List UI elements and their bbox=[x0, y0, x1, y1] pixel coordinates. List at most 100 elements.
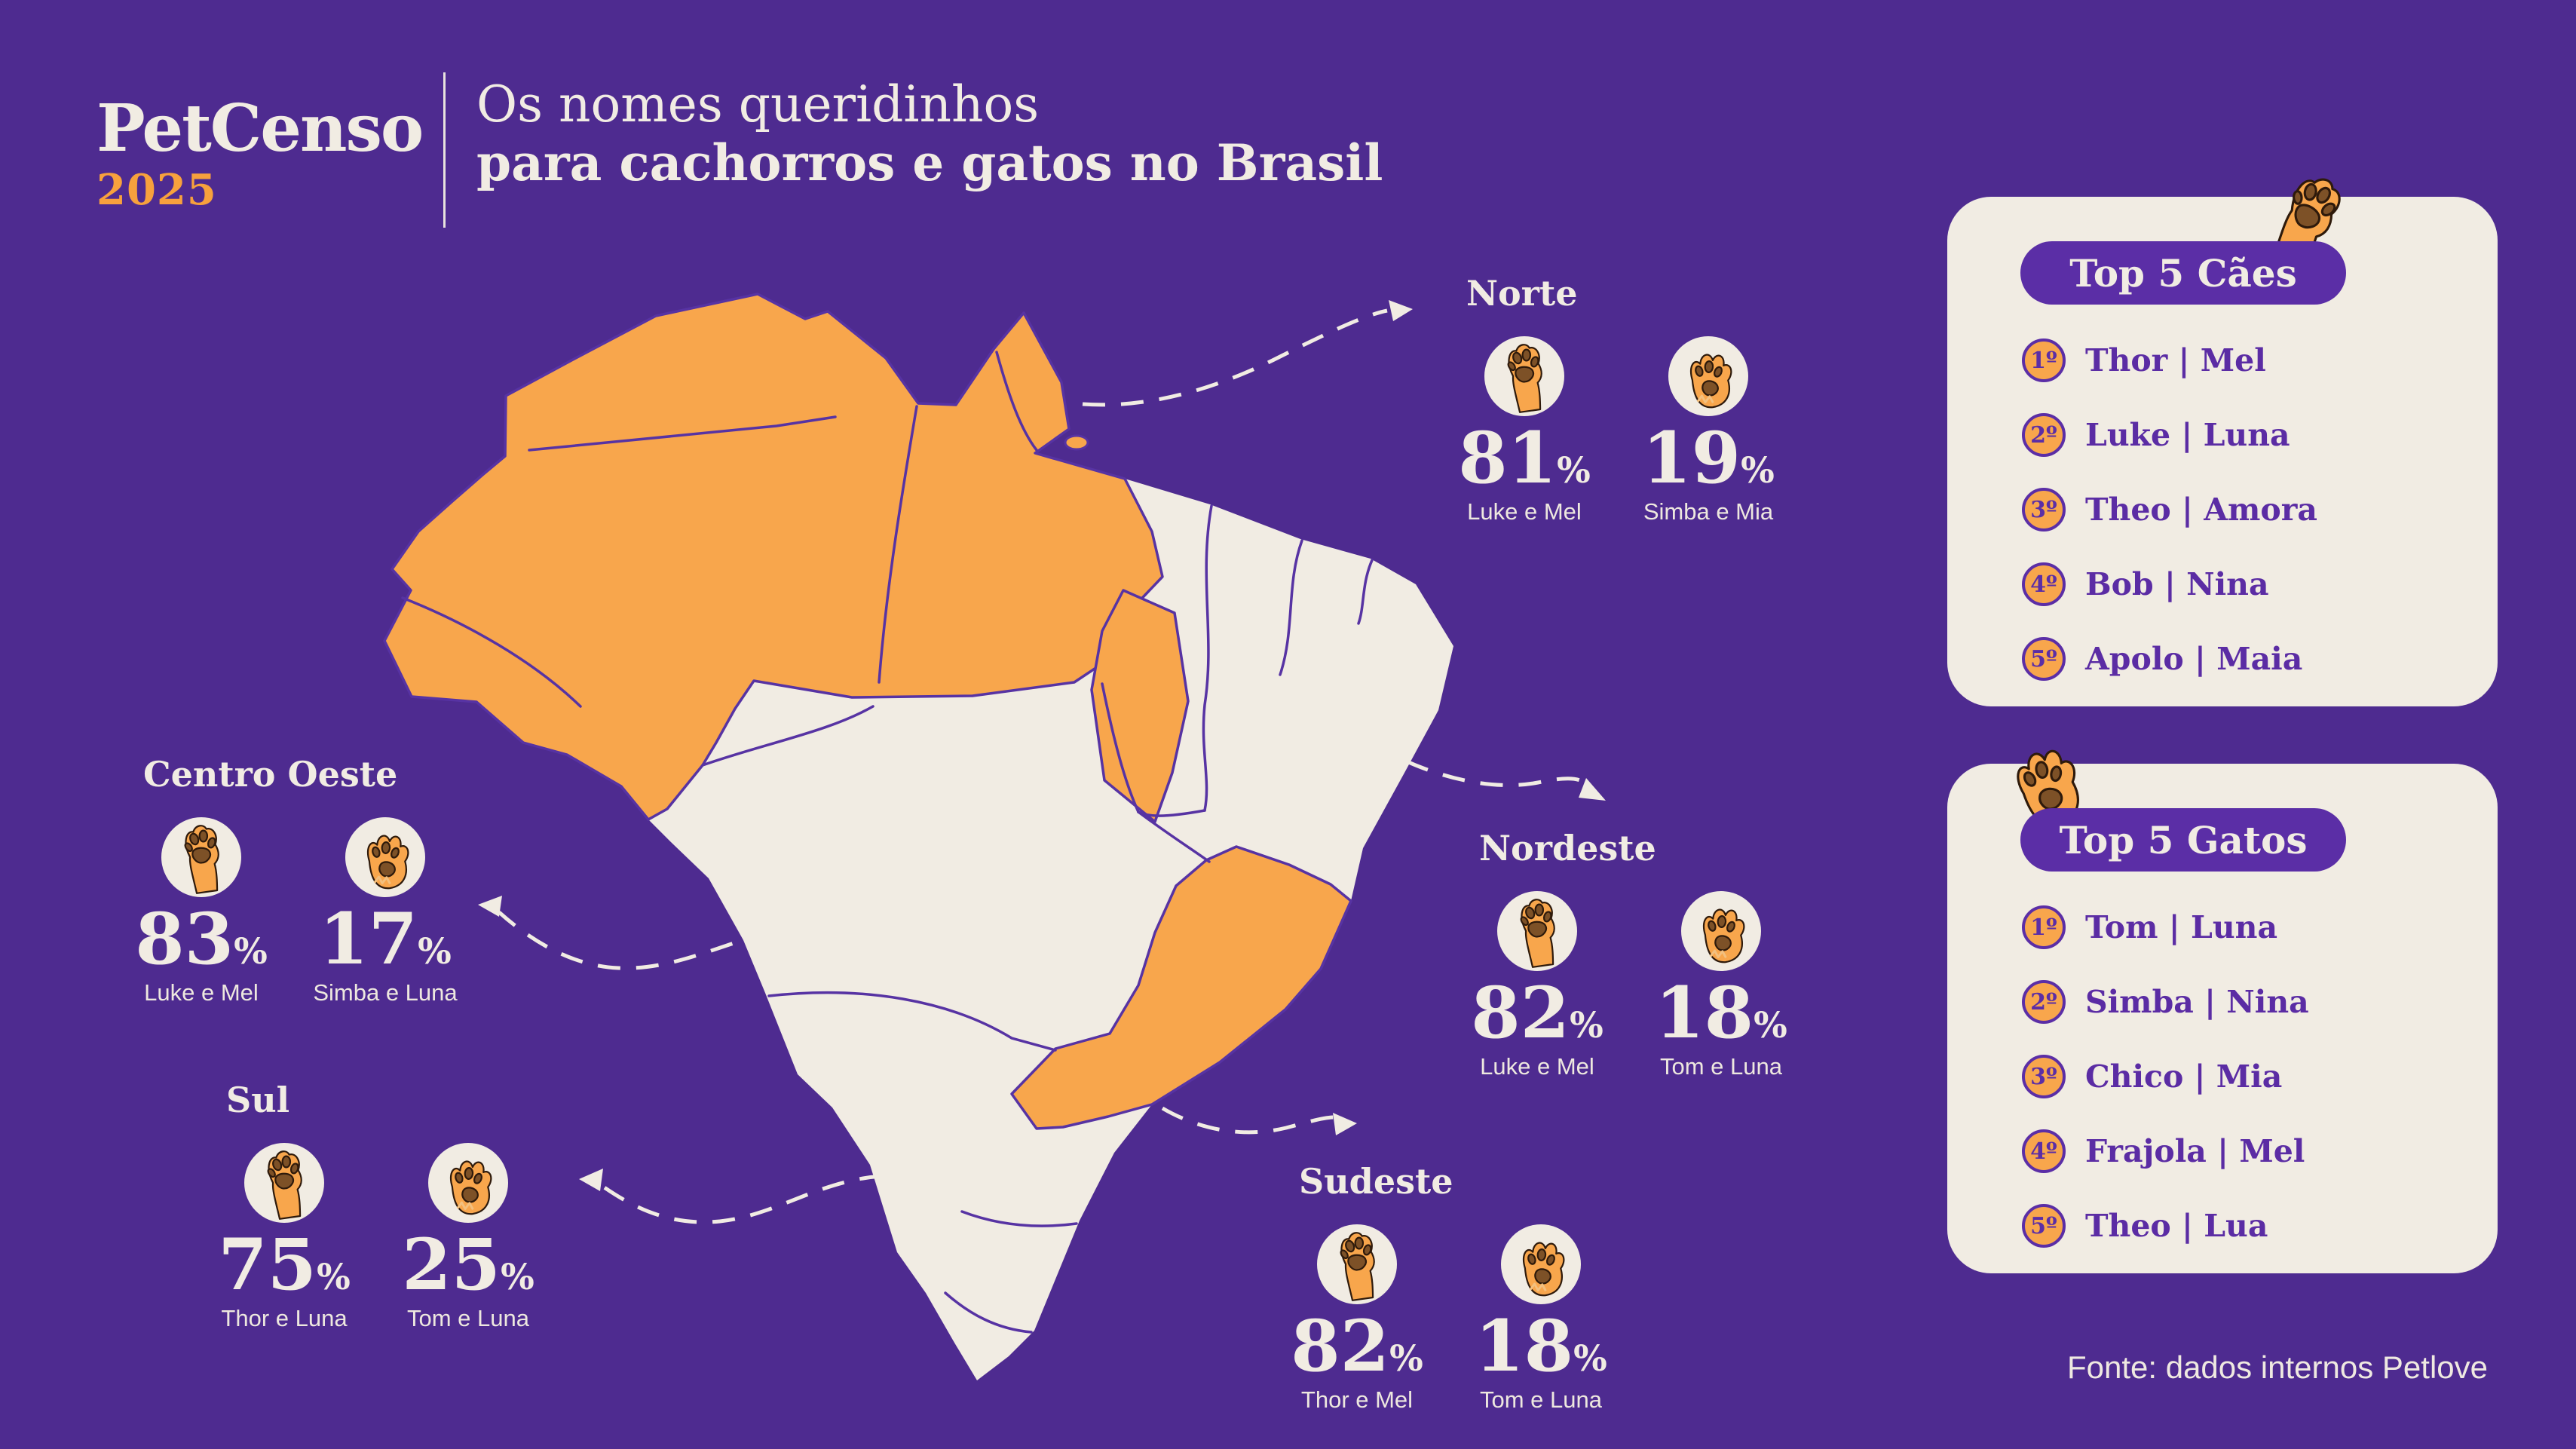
pet-name-pair: Luke | Luna bbox=[2085, 417, 2290, 453]
pet-name-pair: Tom | Luna bbox=[2085, 909, 2278, 945]
brazil-map bbox=[383, 293, 1453, 1380]
pet-name-pair: Chico | Mia bbox=[2085, 1058, 2283, 1095]
pet-name-pair: Thor | Mel bbox=[2085, 342, 2266, 378]
dog-paw-icon bbox=[1317, 1224, 1397, 1304]
cat-stat-value: 19% bbox=[1642, 417, 1775, 500]
top5-list-item: 5º Apolo | Maia bbox=[2022, 637, 2317, 681]
region-label: Sul bbox=[226, 1080, 290, 1120]
cat-stat-names: Simba e Luna bbox=[313, 979, 458, 1006]
top5-cats-list: 1º Tom | Luna 2º Simba | Nina 3º Chico |… bbox=[2022, 905, 2309, 1248]
rank-badge: 3º bbox=[2022, 488, 2066, 532]
region-sudeste-shape bbox=[1010, 845, 1352, 1130]
top5-list-item: 2º Simba | Nina bbox=[2022, 980, 2309, 1024]
dog-stat-value: 83% bbox=[135, 898, 268, 981]
pet-name-pair: Apolo | Maia bbox=[2085, 641, 2303, 677]
top5-list-item: 1º Tom | Luna bbox=[2022, 905, 2309, 949]
region-stats-sudeste: Sudeste 82% Thor e Mel 18% Tom e Luna bbox=[1265, 1161, 1642, 1413]
cat-paw-icon bbox=[1681, 891, 1761, 971]
top5-list-item: 2º Luke | Luna bbox=[2022, 413, 2317, 457]
region-label: Centro Oeste bbox=[143, 754, 398, 795]
dog-stat-value: 75% bbox=[218, 1224, 351, 1307]
rank-badge: 2º bbox=[2022, 980, 2066, 1024]
cat-stat-value: 18% bbox=[1655, 972, 1787, 1055]
dog-stat-names: Thor e Luna bbox=[221, 1304, 348, 1331]
cat-stat-column: 18% Tom e Luna bbox=[1449, 1224, 1633, 1414]
dog-stat-value: 82% bbox=[1471, 972, 1603, 1055]
state-tocantins-shape bbox=[1090, 589, 1190, 823]
dog-paw-icon bbox=[244, 1143, 324, 1223]
cat-paw-icon bbox=[345, 817, 425, 897]
pet-name-pair: Theo | Amora bbox=[2085, 492, 2317, 528]
dog-stat-column: 82% Luke e Mel bbox=[1445, 891, 1629, 1080]
top5-list-item: 1º Thor | Mel bbox=[2022, 339, 2317, 382]
rank-badge: 1º bbox=[2022, 339, 2066, 382]
rank-badge: 1º bbox=[2022, 905, 2066, 949]
header-divider bbox=[443, 72, 446, 228]
dog-stat-names: Luke e Mel bbox=[1480, 1052, 1594, 1080]
dog-stat-value: 81% bbox=[1458, 417, 1591, 500]
top5-list-item: 5º Theo | Lua bbox=[2022, 1204, 2309, 1248]
pet-name-pair: Frajola | Mel bbox=[2085, 1133, 2305, 1169]
rank-badge: 2º bbox=[2022, 413, 2066, 457]
logo: PetCenso 2025 bbox=[96, 90, 424, 215]
dog-stat-names: Thor e Mel bbox=[1300, 1386, 1414, 1413]
top5-cats-title: Top 5 Gatos bbox=[2020, 808, 2346, 872]
page-title-line1: Os nomes queridinhos bbox=[476, 75, 1040, 133]
cat-stat-column: 18% Tom e Luna bbox=[1629, 891, 1813, 1080]
cat-stat-column: 17% Simba e Luna bbox=[293, 817, 477, 1006]
logo-name: PetCenso bbox=[96, 90, 424, 167]
source-note: Fonte: dados internos Petlove bbox=[2066, 1349, 2488, 1385]
state-borders bbox=[401, 351, 1374, 1334]
top5-dogs-card: Top 5 Cães 1º Thor | Mel 2º Luke | Luna … bbox=[1947, 178, 2498, 706]
cat-paw-icon bbox=[1668, 336, 1748, 416]
cat-paw-icon bbox=[428, 1143, 508, 1223]
top5-dogs-title: Top 5 Cães bbox=[2020, 241, 2346, 305]
cat-stat-names: Tom e Luna bbox=[1660, 1052, 1782, 1080]
dog-stat-names: Luke e Mel bbox=[144, 979, 259, 1006]
top5-dogs-list: 1º Thor | Mel 2º Luke | Luna 3º Theo | A… bbox=[2022, 339, 2317, 681]
pet-name-pair: Simba | Nina bbox=[2085, 984, 2309, 1020]
top5-cats-card: Top 5 Gatos 1º Tom | Luna 2º Simba | Nin… bbox=[1947, 749, 2498, 1273]
dog-stat-names: Luke e Mel bbox=[1467, 498, 1582, 525]
cat-stat-column: 25% Tom e Luna bbox=[376, 1143, 560, 1332]
region-stats-nordeste: Nordeste 82% Luke e Mel 18% Tom e Luna bbox=[1445, 828, 1822, 1080]
page-title-line2: para cachorros e gatos no Brasil bbox=[476, 133, 1383, 192]
rank-badge: 5º bbox=[2022, 637, 2066, 681]
dog-stat-value: 82% bbox=[1291, 1305, 1423, 1388]
dog-stat-column: 75% Thor e Luna bbox=[192, 1143, 376, 1332]
rank-badge: 4º bbox=[2022, 1129, 2066, 1173]
cat-stat-value: 18% bbox=[1475, 1305, 1607, 1388]
dog-stat-column: 82% Thor e Mel bbox=[1265, 1224, 1449, 1414]
region-norte-shape bbox=[383, 293, 1164, 821]
cat-paw-icon bbox=[1501, 1224, 1581, 1304]
top5-list-item: 3º Chico | Mia bbox=[2022, 1055, 2309, 1098]
pet-name-pair: Theo | Lua bbox=[2085, 1208, 2268, 1244]
page-title: Os nomes queridinhos para cachorros e ga… bbox=[476, 75, 1383, 193]
cat-stat-names: Simba e Mia bbox=[1643, 498, 1774, 525]
dog-paw-icon bbox=[161, 817, 241, 897]
region-stats-norte: Norte 81% Luke e Mel 19% Simba e Mia bbox=[1432, 273, 1809, 525]
cat-stat-names: Tom e Luna bbox=[1480, 1386, 1602, 1413]
logo-year: 2025 bbox=[96, 165, 217, 215]
pet-name-pair: Bob | Nina bbox=[2085, 566, 2269, 602]
region-stats-sul: Sul 75% Thor e Luna 25% Tom e Luna bbox=[192, 1080, 569, 1331]
dog-paw-icon bbox=[1497, 891, 1577, 971]
dog-paw-icon bbox=[1484, 336, 1564, 416]
dog-stat-column: 81% Luke e Mel bbox=[1432, 336, 1616, 525]
dog-stat-column: 83% Luke e Mel bbox=[109, 817, 293, 1006]
cat-stat-value: 17% bbox=[319, 898, 452, 981]
rank-badge: 5º bbox=[2022, 1204, 2066, 1248]
cat-stat-value: 25% bbox=[402, 1224, 534, 1307]
top5-list-item: 3º Theo | Amora bbox=[2022, 488, 2317, 532]
cat-stat-names: Tom e Luna bbox=[407, 1304, 529, 1331]
top5-list-item: 4º Frajola | Mel bbox=[2022, 1129, 2309, 1173]
region-label: Sudeste bbox=[1299, 1161, 1453, 1202]
cat-paw-icon bbox=[1997, 726, 2091, 836]
rank-badge: 3º bbox=[2022, 1055, 2066, 1098]
rank-badge: 4º bbox=[2022, 562, 2066, 606]
cat-stat-column: 19% Simba e Mia bbox=[1616, 336, 1800, 525]
region-stats-centro_oeste: Centro Oeste 83% Luke e Mel 17% Simba e … bbox=[109, 754, 486, 1006]
region-label: Norte bbox=[1466, 273, 1578, 314]
top5-list-item: 4º Bob | Nina bbox=[2022, 562, 2317, 606]
